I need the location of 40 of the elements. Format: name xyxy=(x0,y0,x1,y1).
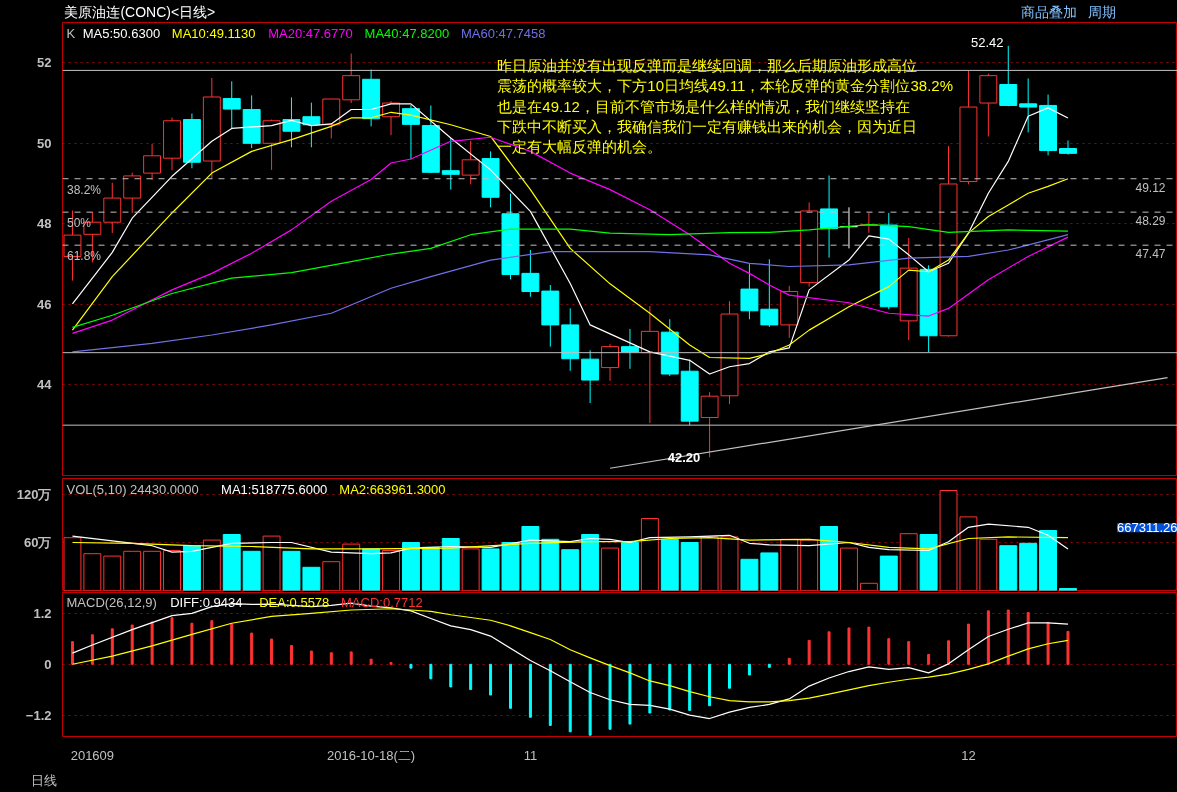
text: MA10:49.1130 xyxy=(171,25,256,41)
text: MA5:50.6300 xyxy=(82,25,161,41)
text: MACD:0.7712 xyxy=(341,595,423,611)
x-tick-label: 11 xyxy=(523,747,538,763)
text: 商品叠加 xyxy=(1021,3,1078,20)
annotation: 下跌中不断买入，我确信我们一定有赚钱出来的机会，因为近日 xyxy=(497,117,918,135)
annotation: MACD(26,12,9) xyxy=(66,595,157,611)
y-tick-label: 52 xyxy=(37,55,52,71)
x-tick-label: 12 xyxy=(961,747,976,763)
ref-line-label: 47.47 xyxy=(1135,247,1166,262)
annotation: VOL(5,10) 24430.0000 xyxy=(66,481,199,497)
y-tick-label: −1.2 xyxy=(25,708,52,724)
y-tick-label: 60万 xyxy=(24,535,52,550)
annotation: 52.42 xyxy=(971,35,1004,51)
annotation: 震荡的概率较大，下方10日均线49.11，本轮反弹的黄金分割位38.2% xyxy=(497,77,953,95)
text: MA1:518775.6000 xyxy=(221,481,328,497)
text: MA20:47.6770 xyxy=(268,25,353,41)
series-label: DIFF:0.9434 xyxy=(170,595,243,611)
x-tick-label: 201609 xyxy=(70,747,115,763)
y-tick-label: 46 xyxy=(37,296,52,312)
y-tick-label: 50 xyxy=(37,135,52,151)
annotation: 也是在49.12，目前不管市场是什么样的情况，我们继续坚持在 xyxy=(497,97,910,115)
y-tick-label: 48 xyxy=(37,216,52,232)
y-tick-label: 1.2 xyxy=(33,605,52,621)
annotation: 667311.26 xyxy=(1117,520,1177,536)
ref-line-label: 49.12 xyxy=(1135,180,1166,195)
chart-title: 美原油连(CONC)<日线> xyxy=(64,3,216,20)
y-tick-label: 44 xyxy=(37,377,53,393)
y-tick-label: 120万 xyxy=(16,487,52,502)
text: MA2:663961.3000 xyxy=(339,481,446,497)
annotation: K xyxy=(66,25,76,41)
x-tick-label: 2016-10-18(二) xyxy=(327,747,416,763)
text: 日线 xyxy=(30,772,57,788)
text: 周期 xyxy=(1087,3,1116,20)
ref-line-label: 48.29 xyxy=(1135,214,1166,229)
y-tick-label: 0 xyxy=(44,656,52,672)
text: MA60:47.7458 xyxy=(460,25,546,41)
annotation: 38.2% xyxy=(66,182,102,197)
annotation: 昨日原油并没有出现反弹而是继续回调，那么后期原油形成高位 xyxy=(497,57,918,75)
text: MA40:47.8200 xyxy=(364,25,450,41)
